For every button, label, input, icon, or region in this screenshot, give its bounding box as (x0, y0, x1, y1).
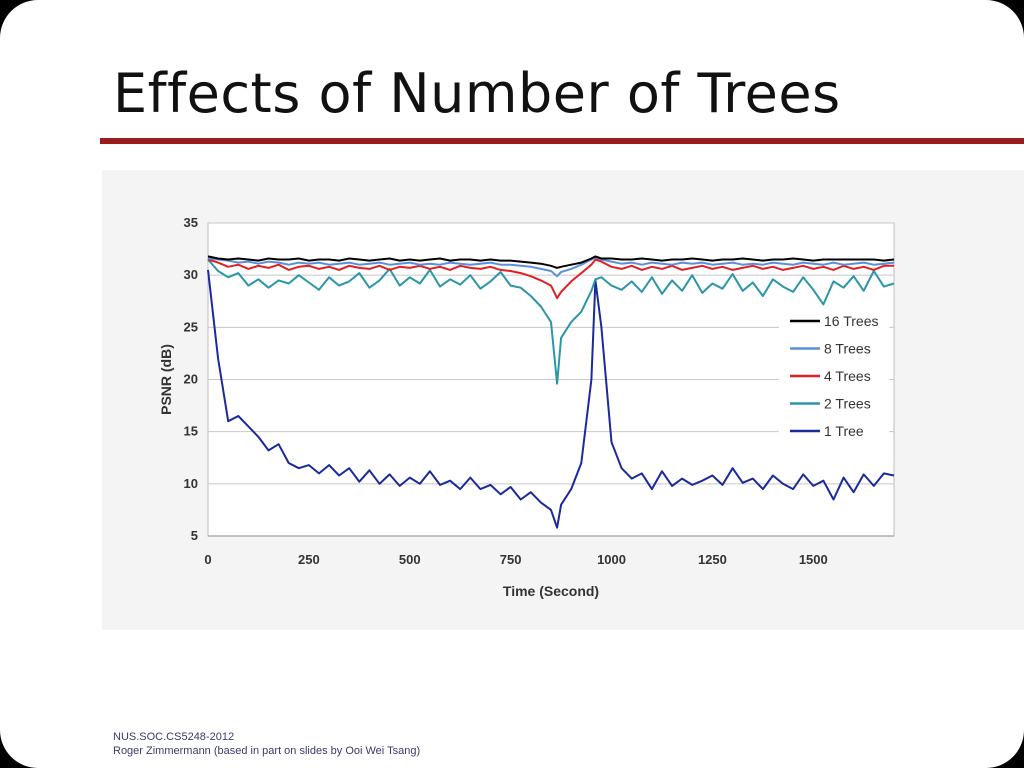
x-tick-label: 1000 (597, 552, 626, 567)
footer-credit: Roger Zimmermann (based in part on slide… (113, 745, 421, 757)
x-tick-label: 750 (500, 552, 522, 567)
series-line-2-trees (207, 258, 895, 385)
y-tick-label: 5 (191, 528, 198, 543)
slide-title: Effects of Number of Trees (113, 62, 841, 125)
y-tick-label: 10 (184, 476, 198, 491)
series-line-1-tree (207, 269, 895, 529)
legend-label: 8 Trees (824, 341, 871, 357)
x-tick-label: 500 (399, 552, 421, 567)
series-line-8-trees (207, 256, 895, 278)
legend-label: 2 Trees (824, 396, 871, 412)
x-tick-label: 250 (298, 552, 320, 567)
y-tick-label: 30 (184, 267, 198, 282)
y-axis-label: PSNR (dB) (158, 344, 174, 415)
legend-label: 1 Tree (824, 423, 864, 439)
x-tick-label: 0 (204, 552, 211, 567)
legend-label: 16 Trees (824, 313, 878, 329)
y-tick-label: 25 (184, 319, 198, 334)
series-line-16-trees (207, 255, 895, 269)
y-tick-label: 20 (184, 372, 198, 387)
psnr-line-chart: 5 10 15 20 25 30 35 0 250 500 750 1000 1250 1500 Time … (158, 215, 895, 599)
x-axis-label: Time (Second) (503, 583, 599, 599)
x-tick-label: 1500 (799, 552, 828, 567)
title-underline (100, 138, 1024, 144)
slide-footer: NUS.SOC.CS5248-2012 Roger Zimmermann (ba… (113, 730, 420, 758)
x-tick-label: 1250 (698, 552, 727, 567)
y-tick-label: 35 (184, 215, 198, 230)
legend-box (779, 306, 889, 451)
chart-figure: 5 10 15 20 25 30 35 0 250 500 750 1000 1250 1500 Time … (102, 170, 1024, 630)
legend-label: 4 Trees (824, 368, 871, 384)
y-tick-label: 15 (184, 424, 198, 439)
footer-course: NUS.SOC.CS5248-2012 (113, 731, 235, 743)
series-line-4-trees (207, 258, 894, 300)
